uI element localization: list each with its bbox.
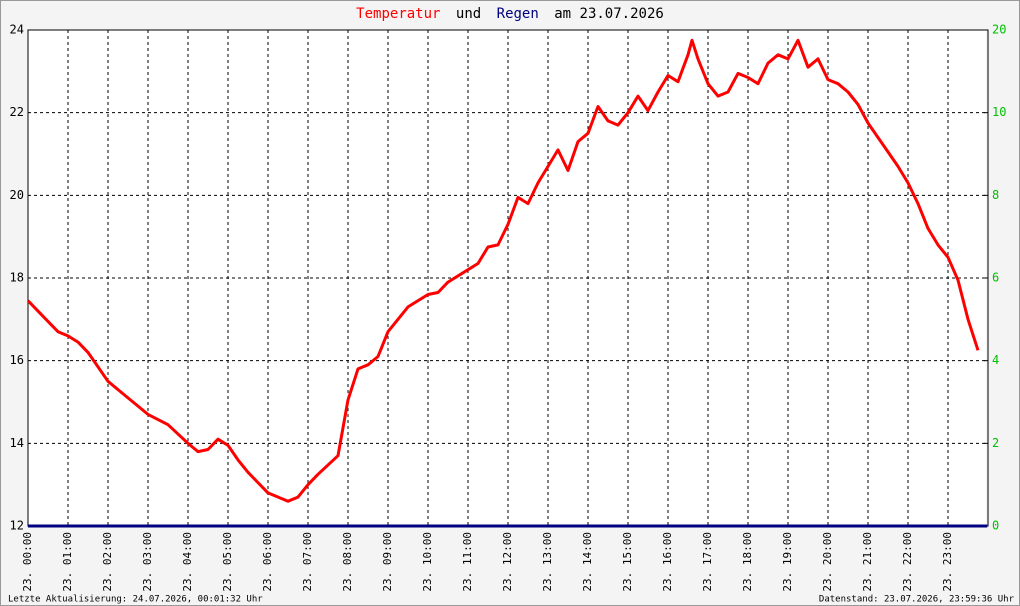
y-tick-label: 24 [10,23,24,37]
y-tick-label: 14 [10,436,24,450]
y2-tick-label: 4 [992,353,999,367]
x-tick-label: 23. 18:00 [741,532,754,592]
x-tick-label: 23. 01:00 [61,532,74,592]
x-tick-label: 23. 02:00 [101,532,114,592]
x-tick-label: 23. 03:00 [141,532,154,592]
x-tick-label: 23. 10:00 [421,532,434,592]
title-part: Regen [497,6,539,22]
x-tick-label: 23. 09:00 [381,532,394,592]
y2-tick-label: 0 [992,519,999,533]
y-tick-label: 22 [10,105,24,119]
series-line [26,38,980,503]
x-tick-label: 23. 13:00 [541,532,554,592]
y2-tick-label: 10 [992,105,1006,119]
x-tick-label: 23. 23:00 [941,532,954,592]
y-tick-label: 18 [10,271,24,285]
x-tick-label: 23. 20:00 [821,532,834,592]
x-tick-label: 23. 08:00 [341,532,354,592]
footer-left: Letzte Aktualisierung: 24.07.2026, 00:01… [8,595,263,605]
y2-tick-label: 20 [992,23,1006,37]
y-tick-label: 20 [10,188,24,202]
x-tick-label: 23. 07:00 [301,532,314,592]
y-tick-label: 16 [10,353,24,367]
x-tick-label: 23. 19:00 [781,532,794,592]
x-tick-label: 23. 12:00 [501,532,514,592]
title-part: am 23.07.2026 [554,6,664,22]
x-tick-label: 23. 15:00 [621,532,634,592]
footer-right: Datenstand: 23.07.2026, 23:59:36 Uhr [819,595,1015,605]
x-tick-label: 23. 14:00 [581,532,594,592]
plot-area [28,30,986,526]
x-tick-label: 23. 06:00 [261,532,274,592]
title-part: und [456,6,481,22]
chart-title: Temperatur und Regen am 23.07.2026 [356,6,664,22]
x-tick-label: 23. 22:00 [901,532,914,592]
y-tick-label: 12 [10,519,24,533]
x-tick-label: 23. 16:00 [661,532,674,592]
y2-tick-label: 2 [992,436,999,450]
x-tick-label: 23. 21:00 [861,532,874,592]
x-tick-label: 23. 00:00 [21,532,34,592]
x-tick-label: 23. 04:00 [181,532,194,592]
x-tick-label: 23. 17:00 [701,532,714,592]
x-tick-label: 23. 11:00 [461,532,474,592]
y2-tick-label: 8 [992,188,999,202]
y2-tick-label: 6 [992,271,999,285]
x-tick-label: 23. 05:00 [221,532,234,592]
title-part: Temperatur [356,6,440,22]
